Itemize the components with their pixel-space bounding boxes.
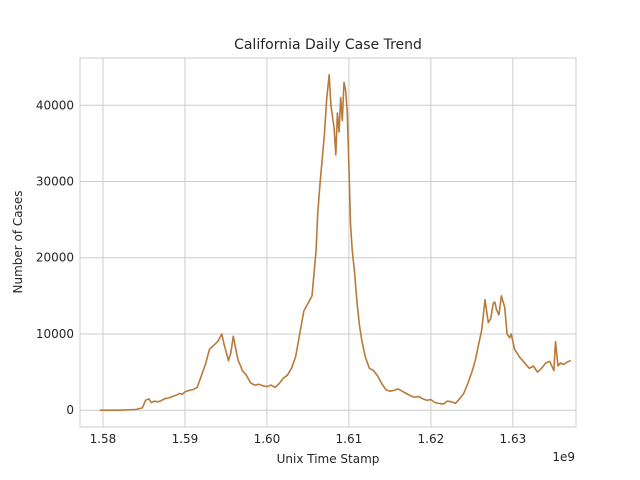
chart-title: California Daily Case Trend bbox=[234, 37, 422, 53]
tick-labels: 1.58 1.59 1.60 1.61 1.62 1.63 0 10000 20000 30000… bbox=[36, 98, 526, 446]
y-tick-label: 40000 bbox=[36, 98, 74, 112]
y-tick-label: 20000 bbox=[36, 251, 74, 265]
x-axis-offset-label: 1e9 bbox=[552, 450, 575, 464]
x-axis-label: Unix Time Stamp bbox=[277, 452, 380, 466]
x-tick-label: 1.61 bbox=[336, 432, 363, 446]
x-tick-label: 1.63 bbox=[500, 432, 527, 446]
x-tick-label: 1.58 bbox=[90, 432, 117, 446]
y-axis-label: Number of Cases bbox=[11, 190, 25, 293]
x-tick-label: 1.60 bbox=[254, 432, 281, 446]
x-tick-label: 1.59 bbox=[172, 432, 199, 446]
series-layer bbox=[99, 74, 572, 412]
x-tick-label: 1.62 bbox=[418, 432, 445, 446]
y-tick-label: 0 bbox=[66, 403, 74, 417]
series-line-0 bbox=[99, 74, 572, 412]
grid bbox=[80, 58, 576, 427]
y-tick-label: 10000 bbox=[36, 327, 74, 341]
plot-frame bbox=[79, 57, 577, 428]
y-tick-label: 30000 bbox=[36, 175, 74, 189]
